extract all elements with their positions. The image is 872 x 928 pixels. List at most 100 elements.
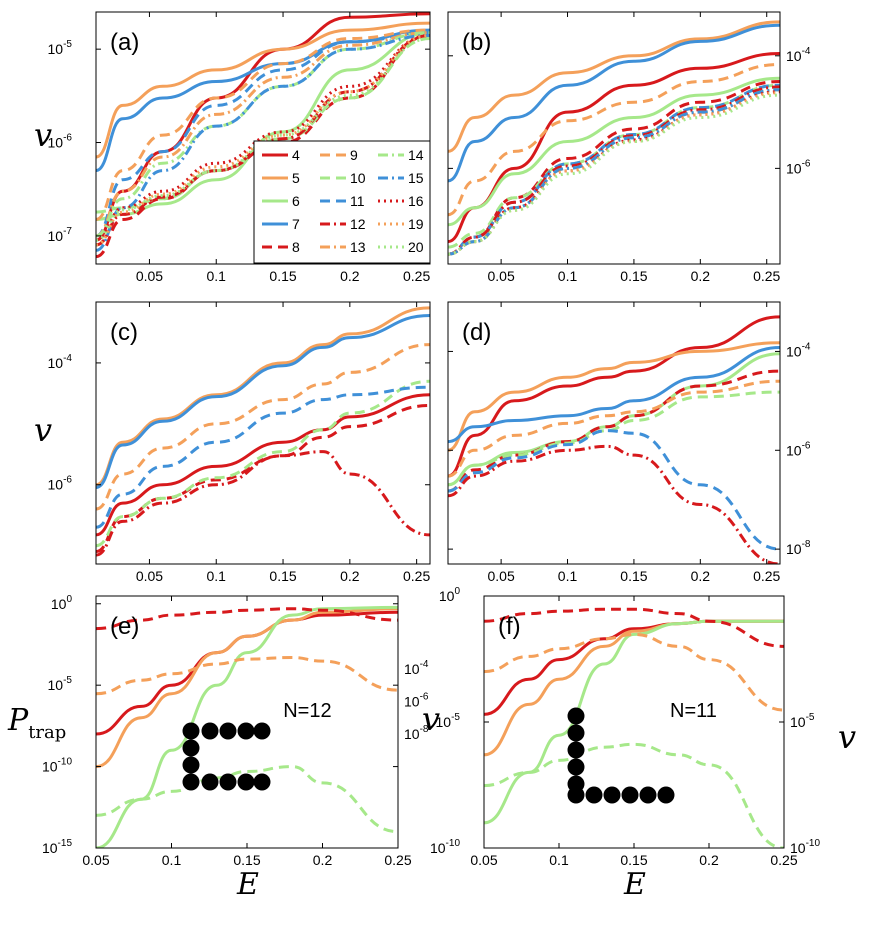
series-line-v-8 (96, 607, 398, 631)
series-line-15 (96, 34, 430, 252)
bead (182, 739, 200, 757)
legend-label: 4 (292, 147, 300, 163)
x-tick-label: 0.2 (691, 268, 711, 284)
right-y-tick-label: 10-4 (404, 659, 429, 677)
series-line-7 (96, 314, 430, 489)
x-tick-label: 0.05 (136, 568, 163, 584)
panel-label: (f) (498, 613, 521, 640)
y-tick-label: 10-10 (430, 838, 460, 856)
x-tick-label: 0.2 (691, 568, 711, 584)
x-tick-label: 0.25 (403, 568, 430, 584)
legend-label: 10 (350, 170, 366, 186)
y-axis-label: v (34, 411, 52, 449)
x-tick-label: 0.25 (753, 568, 780, 584)
series-line-5 (448, 20, 780, 153)
x-tick-label: 0.2 (340, 268, 360, 284)
x-axis-label: E (236, 867, 259, 902)
y-axis-label: Ptrap (7, 703, 66, 743)
y-tick-label: 10-6 (786, 440, 811, 458)
bead (621, 786, 639, 804)
series-group (448, 20, 780, 256)
panel-label: (e) (110, 613, 139, 640)
x-tick-label: 0.15 (233, 852, 260, 868)
y-tick-label: 100 (439, 586, 461, 604)
series-group (96, 306, 430, 557)
series-line-13 (96, 31, 430, 238)
legend-label: 12 (350, 216, 366, 232)
series-line-9 (96, 343, 430, 511)
x-tick-label: 0.2 (313, 852, 333, 868)
series-group (96, 12, 430, 259)
series-line-P_trap-5 (484, 619, 784, 757)
series-group (96, 605, 398, 848)
bead (567, 741, 585, 759)
y-tick-label: 10-7 (48, 226, 73, 244)
panel-a: 0.05 0.1 0.15 0.2 0.25 10-7 10-6 10-5 (a) v (34, 11, 431, 284)
bead (253, 722, 271, 740)
inset-c-shape (182, 722, 271, 791)
bead (253, 773, 271, 791)
bead (219, 722, 237, 740)
series-line-16 (96, 34, 430, 247)
series-line-15 (448, 88, 780, 256)
legend-label: 5 (292, 170, 300, 186)
annotation-N: N=11 (670, 700, 717, 722)
x-tick-label: 0.05 (470, 852, 497, 868)
series-line-v-8 (484, 607, 784, 648)
series-group (484, 607, 784, 848)
legend-label: 9 (350, 147, 358, 163)
y-tick-label: 10-15 (42, 838, 72, 856)
series-line-11 (96, 385, 430, 529)
series-line-19 (448, 91, 780, 256)
bead (182, 722, 200, 740)
panel-b: 0.05 0.1 0.15 0.2 0.25 10-6 10-4 (b) (447, 11, 811, 284)
x-tick-label: 0.25 (403, 268, 430, 284)
legend-label: 7 (292, 216, 300, 232)
series-line-v-9 (96, 655, 398, 696)
series-line-7 (448, 346, 780, 444)
legend-label: 19 (408, 216, 424, 232)
panel-label: (a) (110, 29, 139, 56)
series-line-9 (448, 63, 780, 217)
bead (567, 786, 585, 804)
right-y-tick-label: 10-5 (790, 712, 815, 730)
panel-label: (c) (110, 319, 138, 346)
panel-label: (d) (462, 319, 491, 346)
x-tick-label: 0.1 (207, 268, 227, 284)
bead (237, 722, 255, 740)
series-line-4 (448, 315, 780, 478)
panel-d: 0.05 0.1 0.15 0.2 0.25 10-8 10-6 10-4 (d) (447, 301, 811, 584)
series-line-12 (96, 34, 430, 247)
x-tick-label: 0.05 (487, 268, 514, 284)
x-tick-label: 0.05 (136, 268, 163, 284)
x-tick-label: 0.15 (269, 568, 296, 584)
series-line-v-10 (484, 742, 784, 848)
series-line-10 (448, 390, 780, 487)
series-line-14 (448, 88, 780, 256)
x-tick-label: 0.2 (699, 852, 719, 868)
legend: 4 5 6 7 8 9 10 11 12 13 14 15 16 19 20 (253, 140, 431, 264)
series-line-5 (96, 306, 430, 487)
x-tick-label: 0.25 (753, 268, 780, 284)
x-tick-label: 0.15 (269, 268, 296, 284)
y-axis-label: v (422, 700, 440, 738)
x-tick-label: 0.25 (384, 852, 411, 868)
bead (182, 773, 200, 791)
series-line-7 (448, 23, 780, 183)
series-line-12 (96, 450, 430, 557)
legend-label: 8 (292, 239, 300, 255)
panel-label: (b) (462, 29, 491, 56)
x-tick-label: 0.1 (207, 568, 227, 584)
series-line-16 (448, 90, 780, 256)
series-group (448, 315, 780, 564)
y-tick-label: 10-6 (48, 475, 73, 493)
axes-frame (95, 11, 431, 265)
x-tick-label: 0.2 (340, 568, 360, 584)
y-tick-label: 10-5 (48, 39, 73, 57)
series-line-5 (96, 21, 430, 159)
axes-frame (95, 595, 399, 849)
x-tick-label: 0.05 (82, 852, 109, 868)
series-line-10 (96, 379, 430, 548)
series-line-9 (448, 379, 780, 478)
panel-e: 0.05 0.1 0.15 0.2 0.25 10-15 10-10 10-5 100 10-8 1… (7, 594, 429, 902)
